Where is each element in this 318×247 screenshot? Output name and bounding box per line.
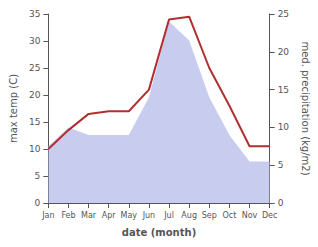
- svg-text:Sep: Sep: [202, 211, 217, 220]
- svg-text:20: 20: [278, 47, 290, 57]
- svg-text:30: 30: [29, 36, 41, 46]
- svg-text:Jul: Jul: [163, 211, 174, 220]
- svg-text:10: 10: [29, 144, 41, 154]
- svg-text:5: 5: [278, 160, 284, 170]
- svg-text:35: 35: [29, 9, 40, 19]
- svg-text:Feb: Feb: [61, 211, 75, 220]
- svg-text:Mar: Mar: [81, 211, 97, 220]
- svg-text:Oct: Oct: [222, 211, 236, 220]
- svg-text:10: 10: [278, 122, 290, 132]
- svg-text:May: May: [121, 211, 138, 220]
- svg-text:25: 25: [278, 9, 289, 19]
- svg-text:Jun: Jun: [142, 211, 156, 220]
- svg-text:15: 15: [29, 117, 40, 127]
- svg-text:0: 0: [35, 198, 41, 208]
- svg-text:Dec: Dec: [262, 211, 277, 220]
- svg-text:20: 20: [29, 90, 41, 100]
- svg-text:Jan: Jan: [41, 211, 54, 220]
- svg-text:med. precipitation (kg/m2): med. precipitation (kg/m2): [300, 41, 311, 175]
- svg-text:Aug: Aug: [181, 211, 197, 220]
- svg-text:date (month): date (month): [122, 227, 196, 238]
- svg-text:5: 5: [35, 171, 41, 181]
- svg-text:0: 0: [278, 198, 284, 208]
- svg-text:max temp (C): max temp (C): [8, 74, 19, 143]
- svg-text:15: 15: [278, 85, 289, 95]
- svg-text:Nov: Nov: [242, 211, 258, 220]
- svg-text:Apr: Apr: [102, 211, 117, 220]
- svg-text:25: 25: [29, 63, 40, 73]
